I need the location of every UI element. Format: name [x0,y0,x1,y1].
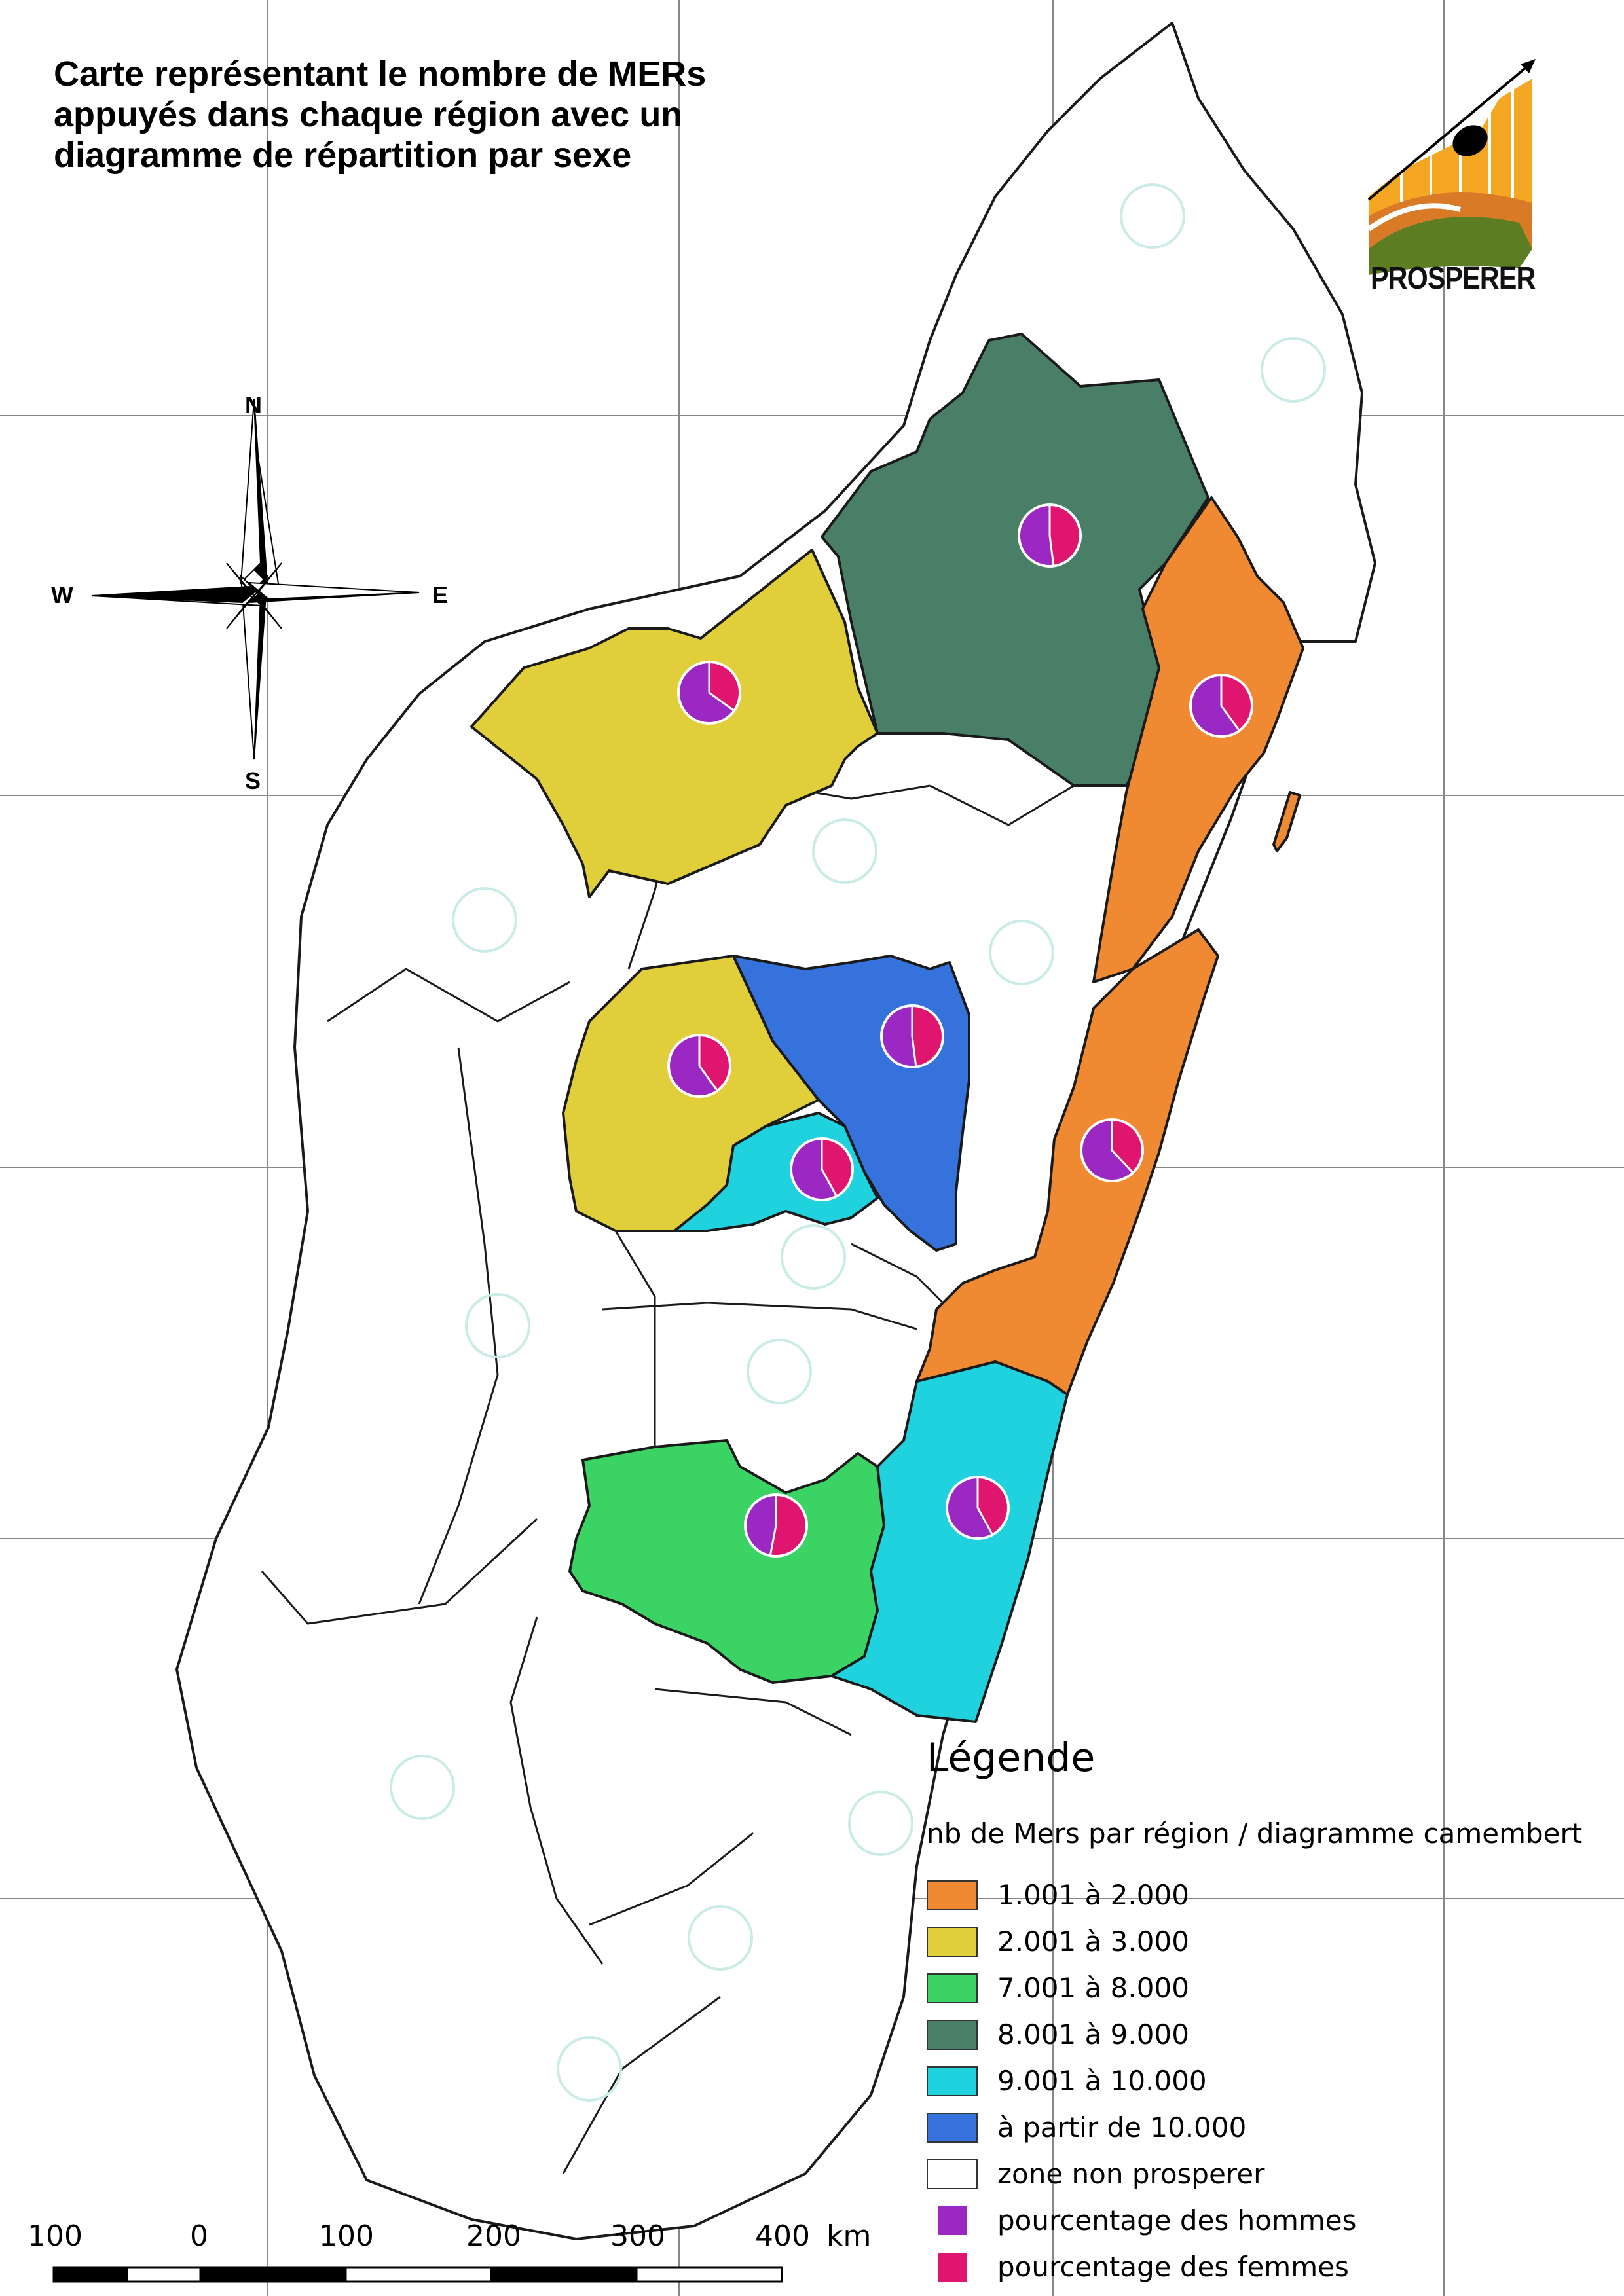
pie-slice-hommes [790,1138,837,1200]
compass-rose [91,399,420,760]
pie-slice-hommes [881,1005,916,1067]
legend-swatch [927,2112,978,2143]
pie-slice-hommes [678,661,734,723]
legend-swatch [927,2159,978,2189]
legend-swatch [938,2252,967,2282]
title-line-2: appuyés dans chaque région avec un [54,95,683,134]
compass-north-label: N [245,392,262,418]
legend-swatch [927,1973,978,2003]
legend-label: pourcentage des hommes [997,2204,1357,2236]
scale-label: 200 [466,2219,521,2253]
scale-label: 300 [610,2219,665,2253]
legend-item: 8.001 à 9.000 [927,2011,1608,2058]
pie-divider [976,1477,993,1535]
legend-swatch [927,2066,978,2096]
scale-bar [52,2266,783,2283]
legend-subtitle: nb de Mers par région / diagramme camemb… [927,1817,1583,1850]
pie-slice-hommes [745,1494,776,1556]
legend-item: pourcentage des hommes [927,2197,1608,2244]
title-line-3: diagramme de répartition par sexe [54,136,632,175]
scale-label: 0 [190,2219,208,2253]
pie-divider [821,1139,838,1197]
scale-unit: km [826,2219,872,2253]
legend-label: 1.001 à 2.000 [997,1879,1189,1911]
compass-east-label: E [432,581,449,608]
legend-swatch [938,2206,967,2235]
legend-item: zone non prosperer [927,2151,1608,2197]
pie-chart [744,1493,808,1558]
pie-divider [1048,505,1055,566]
pie-chart [946,1476,1010,1540]
legend-label: pourcentage des femmes [997,2251,1349,2283]
logo-text: PROSPERER [1371,261,1536,296]
legend: Légende nb de Mers par région / diagramm… [927,1735,1608,2290]
pie-slice-hommes [668,1035,718,1097]
pie-slice-hommes [1018,504,1054,566]
region-cyan-south [830,1360,1069,1723]
ile-sainte-marie [1272,791,1301,852]
legend-item: pourcentage des femmes [927,2244,1608,2290]
legend-item: à partir de 10.000 [927,2104,1608,2151]
pie-chart [677,661,741,725]
legend-label: 2.001 à 3.000 [997,1925,1189,1958]
compass-west-label: W [51,581,73,608]
legend-swatch [927,1880,978,1910]
scale-label: 100 [319,2219,374,2253]
pie-chart [880,1004,944,1068]
pie-divider [1220,675,1240,731]
pie-chart [790,1137,854,1201]
prosperer-logo [1367,59,1536,275]
legend-title: Légende [927,1735,1096,1781]
legend-label: à partir de 10.000 [997,2111,1247,2143]
pie-divider [698,1035,718,1091]
pie-divider [769,1495,777,1556]
title-line-1: Carte représentant le nombre de MERs [54,54,707,94]
pie-slice-hommes [1190,675,1240,737]
pie-divider [911,1006,917,1067]
region-orange-north [1092,496,1304,983]
pie-chart [1080,1118,1144,1182]
pie-chart [667,1034,731,1098]
scale-label: 100 [28,2219,83,2253]
legend-label: 9.001 à 10.000 [997,2065,1207,2097]
pie-chart [1189,674,1253,738]
legend-swatch [927,2019,978,2050]
legend-item: 9.001 à 10.000 [927,2058,1608,2104]
prosperer-regions [470,333,1304,1723]
legend-item: 2.001 à 3.000 [927,1918,1608,1965]
region-yellow-north [470,549,879,898]
sex-distribution-pies [667,503,1253,1558]
empty-zone-markers [390,183,1326,2102]
legend-item: 1.001 à 2.000 [927,1872,1608,1918]
legend-label: zone non prosperer [997,2158,1265,2190]
pie-slice-hommes [1081,1120,1134,1181]
pie-slice-hommes [946,1477,993,1539]
legend-label: 8.001 à 9.000 [997,2018,1189,2050]
compass-south-label: S [245,767,261,794]
pie-chart [1018,503,1082,568]
legend-item: 7.001 à 8.000 [927,1965,1608,2011]
map-title: Carte représentant le nombre de MERs app… [54,54,840,175]
pie-divider [708,662,735,712]
legend-swatch [927,1926,978,1957]
pie-divider [1111,1120,1134,1174]
scale-label: 400 [755,2219,810,2253]
legend-label: 7.001 à 8.000 [997,1972,1189,2004]
